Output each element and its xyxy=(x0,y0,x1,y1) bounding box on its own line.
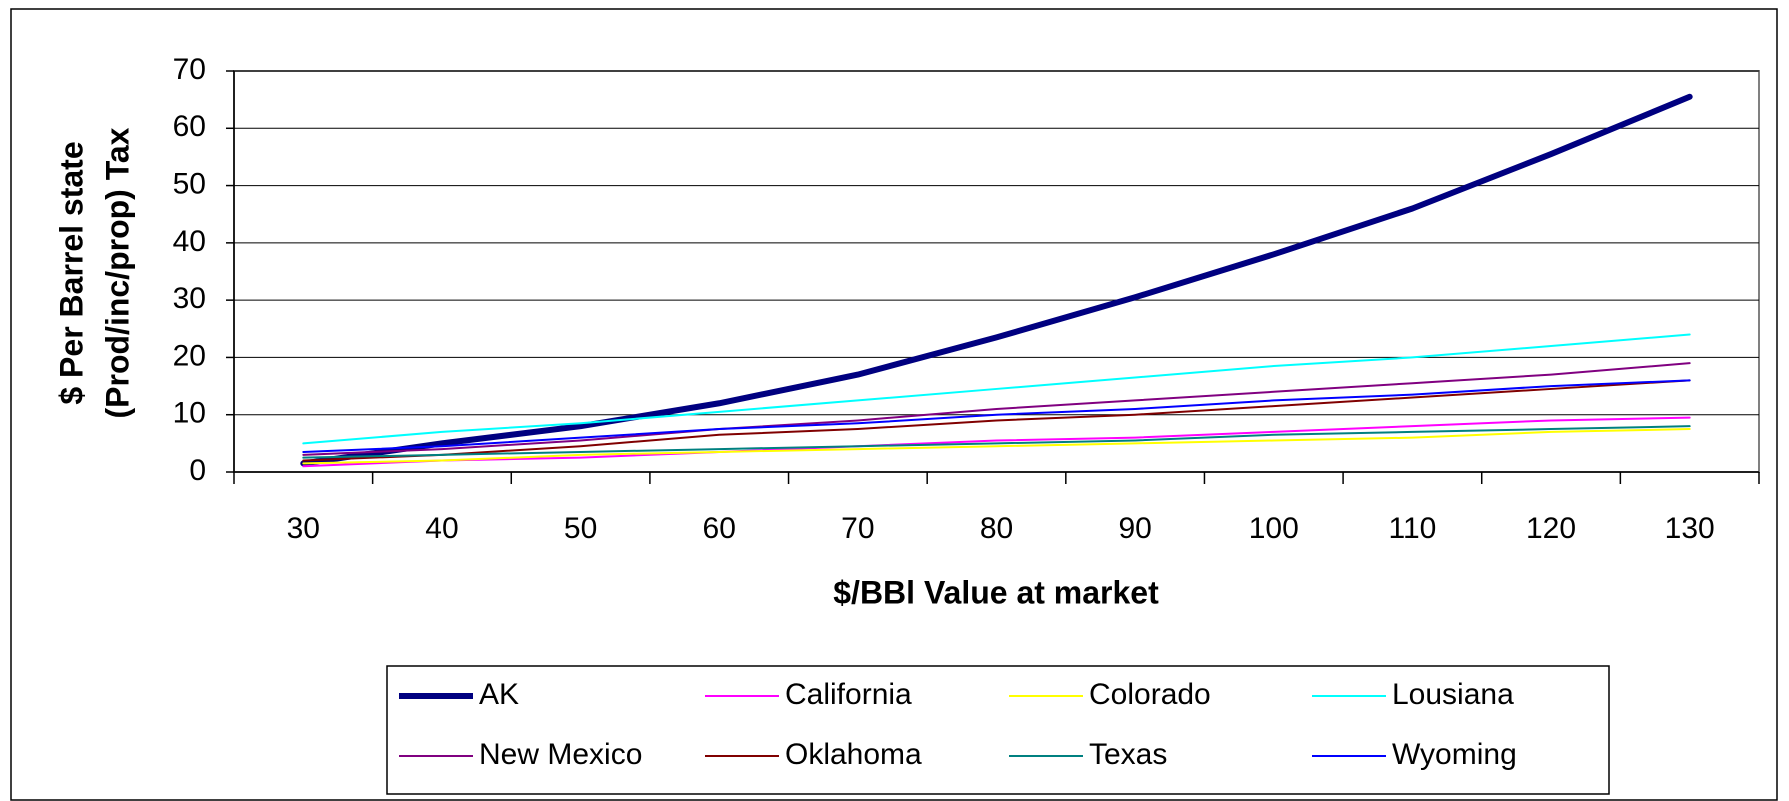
series-line xyxy=(302,379,1691,453)
y-tick-label: 60 xyxy=(173,110,206,143)
legend-label: Lousiana xyxy=(1392,678,1514,711)
x-tick-label: 80 xyxy=(980,512,1013,545)
legend-label: Colorado xyxy=(1089,678,1211,711)
x-tick-label: 100 xyxy=(1249,512,1299,545)
legend-label: California xyxy=(785,678,912,711)
x-tick-label: 30 xyxy=(287,512,320,545)
legend-label: New Mexico xyxy=(479,738,642,771)
series-line xyxy=(300,93,1693,467)
series-line xyxy=(302,425,1691,459)
x-tick-label: 40 xyxy=(425,512,458,545)
x-tick-label: 90 xyxy=(1118,512,1151,545)
y-tick-label: 40 xyxy=(173,225,206,258)
x-tick-label: 60 xyxy=(703,512,736,545)
y-tick-label: 70 xyxy=(173,53,206,86)
x-axis-title: $/BBl Value at market xyxy=(833,574,1159,610)
legend-label: Wyoming xyxy=(1392,738,1517,771)
y-axis-title: $ Per Barrel state xyxy=(53,141,89,404)
legend-label: Oklahoma xyxy=(785,738,922,771)
series-line xyxy=(302,362,1691,456)
legend-box xyxy=(386,665,1610,795)
series-line xyxy=(302,416,1691,468)
y-tick-label: 30 xyxy=(173,282,206,315)
x-tick-label: 50 xyxy=(564,512,597,545)
plot-area xyxy=(233,70,1760,473)
series-line xyxy=(302,379,1691,462)
x-tick-label: 70 xyxy=(841,512,874,545)
x-tick-label: 110 xyxy=(1388,512,1436,545)
y-tick-label: 50 xyxy=(173,167,206,200)
y-tick-label: 0 xyxy=(189,454,206,487)
legend-label: AK xyxy=(479,678,519,711)
series-line xyxy=(302,333,1691,445)
x-tick-label: 120 xyxy=(1526,512,1576,545)
y-tick-label: 20 xyxy=(173,339,206,372)
y-tick-label: 10 xyxy=(173,397,206,430)
x-tick-label: 130 xyxy=(1665,512,1715,545)
y-axis-title: (Prod/inc/prop) Tax xyxy=(99,127,135,418)
series-line xyxy=(302,428,1691,465)
legend-label: Texas xyxy=(1089,738,1167,771)
